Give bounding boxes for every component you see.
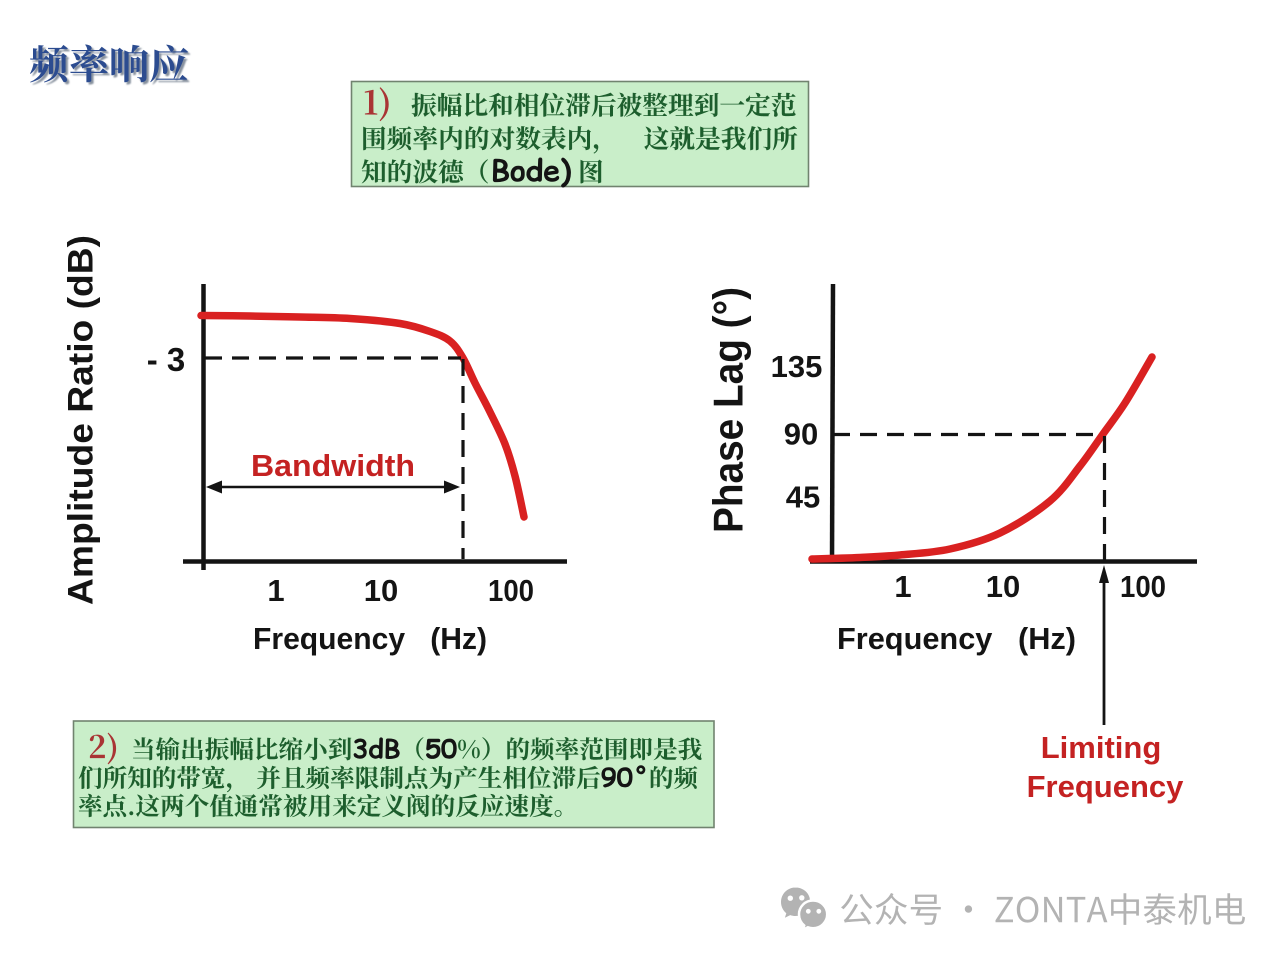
svg-text:1: 1 [894, 569, 911, 604]
svg-text:Phase Lag (°): Phase Lag (°) [705, 287, 752, 533]
svg-text:10: 10 [364, 573, 398, 608]
svg-text:Frequency (Hz): Frequency (Hz) [253, 621, 487, 656]
svg-text:Frequency: Frequency [1027, 769, 1185, 804]
svg-text:Bandwidth: Bandwidth [251, 448, 415, 483]
svg-text:90: 90 [784, 417, 818, 452]
svg-text:100: 100 [1120, 569, 1166, 604]
svg-text:100: 100 [488, 573, 534, 608]
svg-text:135: 135 [771, 349, 823, 384]
svg-text:- 3: - 3 [147, 341, 186, 378]
svg-text:Limiting: Limiting [1041, 730, 1162, 765]
svg-text:1: 1 [267, 573, 284, 608]
svg-text:Amplitude Ratio (dB): Amplitude Ratio (dB) [62, 235, 101, 605]
svg-text:45: 45 [786, 480, 820, 515]
svg-text:10: 10 [986, 569, 1020, 604]
svg-text:Frequency (Hz): Frequency (Hz) [837, 621, 1076, 656]
